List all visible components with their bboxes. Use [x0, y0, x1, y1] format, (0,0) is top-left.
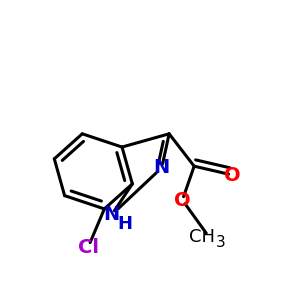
Text: H: H — [118, 214, 133, 232]
Text: O: O — [174, 190, 191, 210]
Text: CH: CH — [188, 228, 214, 246]
Text: N: N — [154, 158, 170, 177]
Text: N: N — [103, 205, 120, 224]
Text: 3: 3 — [216, 235, 226, 250]
Text: Cl: Cl — [78, 238, 99, 257]
Text: O: O — [224, 166, 241, 184]
